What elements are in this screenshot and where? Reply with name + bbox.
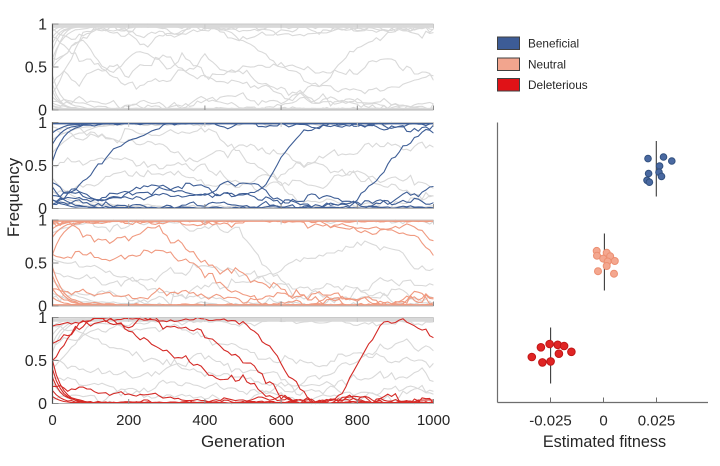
svg-text:1: 1 — [38, 310, 47, 327]
svg-text:0.5: 0.5 — [25, 353, 47, 370]
svg-text:Beneficial: Beneficial — [528, 37, 579, 51]
svg-text:0: 0 — [38, 103, 47, 120]
svg-text:0.5: 0.5 — [25, 60, 47, 77]
svg-text:0.025: 0.025 — [638, 413, 676, 430]
svg-text:0: 0 — [38, 299, 47, 316]
svg-text:Deleterious: Deleterious — [528, 78, 588, 92]
svg-text:1: 1 — [38, 115, 47, 132]
svg-text:0: 0 — [38, 396, 47, 413]
svg-text:800: 800 — [345, 412, 370, 429]
svg-text:0: 0 — [48, 412, 56, 429]
svg-text:Estimated fitness: Estimated fitness — [543, 433, 666, 451]
svg-text:0: 0 — [599, 413, 607, 430]
svg-text:1: 1 — [38, 17, 47, 34]
svg-text:600: 600 — [269, 412, 294, 429]
svg-text:1000: 1000 — [417, 412, 450, 429]
svg-text:-0.025: -0.025 — [529, 413, 572, 430]
svg-text:0: 0 — [38, 201, 47, 218]
svg-text:0.5: 0.5 — [25, 158, 47, 175]
svg-text:Generation: Generation — [201, 432, 285, 451]
svg-text:Frequency: Frequency — [4, 157, 23, 237]
svg-text:400: 400 — [192, 412, 217, 429]
svg-text:1: 1 — [38, 213, 47, 230]
svg-text:0.5: 0.5 — [25, 256, 47, 273]
svg-text:200: 200 — [116, 412, 141, 429]
svg-text:Neutral: Neutral — [528, 57, 566, 71]
